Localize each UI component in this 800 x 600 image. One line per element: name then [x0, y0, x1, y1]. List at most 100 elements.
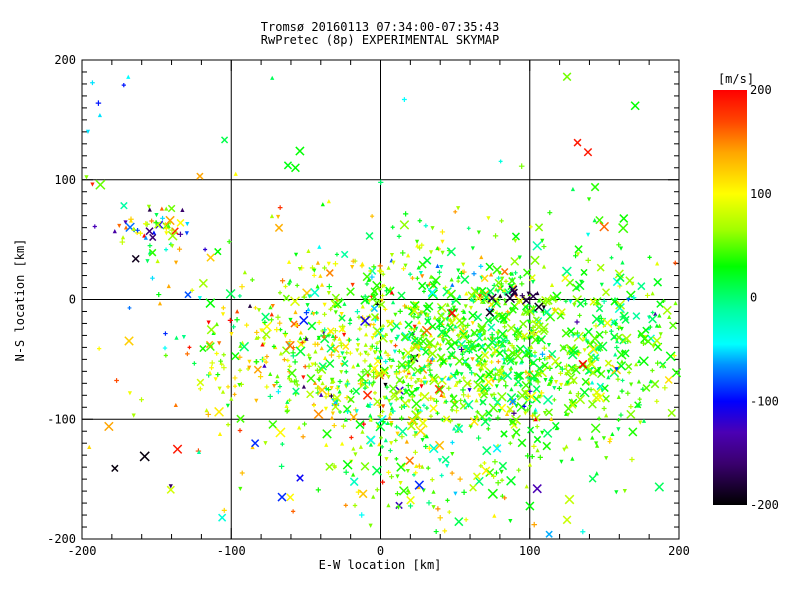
data-point-x [653, 277, 663, 287]
data-point-arrow [437, 458, 442, 463]
data-point-x [214, 247, 222, 256]
data-point-arrow [468, 424, 473, 429]
data-point-x [477, 322, 487, 333]
data-point-plus [328, 307, 333, 312]
data-point-plus [343, 469, 349, 475]
data-point-arrow [298, 336, 303, 341]
data-point-x [454, 517, 464, 527]
data-point-x [166, 485, 175, 494]
data-point-plus [527, 388, 533, 394]
data-point-arrow [305, 303, 310, 308]
data-point-x [261, 312, 270, 322]
data-point-arrow [391, 260, 396, 265]
data-point-arrow [339, 362, 345, 368]
data-point-x [480, 416, 491, 427]
data-point-arrow [529, 344, 534, 349]
plot-title: Tromsø 20160113 07:34:00-07:35:43 [261, 20, 499, 34]
data-point-x [199, 345, 207, 353]
data-point-plus [509, 343, 515, 349]
data-point-arrow [268, 371, 273, 376]
data-point-plus [465, 322, 471, 328]
data-point-arrow [477, 393, 482, 398]
data-point-x [579, 387, 590, 398]
data-point-x [549, 294, 557, 302]
data-point-plus [486, 426, 491, 431]
data-point-arrow [395, 431, 400, 436]
data-point-x [538, 322, 549, 334]
data-point-plus [563, 298, 569, 304]
data-point-arrow [509, 387, 514, 392]
data-point-arrow [272, 383, 277, 389]
data-point-arrow [476, 387, 481, 392]
data-point-x [388, 384, 398, 393]
data-point-plus [371, 374, 377, 380]
data-point-plus [613, 321, 619, 327]
data-point-x [596, 263, 605, 272]
data-point-x [447, 318, 456, 328]
data-point-plus [335, 386, 340, 391]
data-point-arrow [340, 328, 345, 333]
data-point-x [460, 275, 470, 285]
data-point-x [414, 480, 425, 490]
data-point-arrow [385, 319, 390, 325]
data-point-plus [373, 345, 380, 351]
data-point-x [532, 484, 542, 494]
data-point-plus [406, 363, 411, 369]
data-point-plus [381, 324, 386, 329]
data-point-plus [401, 97, 407, 102]
data-point-plus [498, 159, 503, 164]
data-point-arrow [354, 409, 359, 414]
data-point-plus [475, 409, 480, 414]
data-point-x [325, 269, 334, 277]
data-point-arrow [269, 312, 274, 317]
data-point-arrow [238, 343, 243, 348]
data-point-arrow [414, 239, 420, 245]
data-point-arrow [549, 282, 555, 287]
data-point-arrow [590, 435, 595, 440]
data-point-plus [363, 294, 368, 299]
data-point-x [497, 328, 508, 340]
data-point-plus [463, 517, 469, 522]
data-point-plus [500, 493, 505, 499]
data-point-arrow [486, 216, 491, 221]
data-point-x [375, 421, 386, 432]
data-point-x [456, 339, 467, 349]
data-point-x [429, 404, 438, 413]
data-point-x [564, 367, 573, 376]
data-point-plus [163, 353, 168, 358]
data-point-x [306, 373, 316, 383]
data-point-arrow [498, 293, 503, 298]
data-point-plus [322, 311, 327, 317]
data-point-plus [371, 380, 376, 385]
data-point-plus [370, 214, 375, 219]
data-point-plus [97, 346, 102, 351]
data-point-x [531, 319, 542, 330]
data-point-plus [393, 438, 398, 443]
data-point-arrow [453, 324, 458, 329]
data-point-plus [618, 412, 624, 418]
data-point-plus [413, 470, 418, 475]
data-point-arrow [336, 385, 341, 390]
data-point-arrow [181, 334, 186, 340]
data-point-x [586, 340, 595, 349]
data-point-arrow [415, 243, 420, 248]
data-point-arrow [412, 324, 417, 329]
data-point-x [410, 342, 421, 353]
data-point-plus [449, 374, 454, 379]
data-point-x [370, 305, 378, 313]
data-point-x [430, 275, 441, 286]
data-point-plus [457, 476, 463, 482]
data-point-arrow [174, 335, 179, 340]
colorbar-tick-label: 0 [750, 291, 757, 305]
data-point-plus [162, 345, 168, 351]
data-point-x [526, 391, 537, 402]
data-point-arrow [470, 321, 475, 326]
data-point-x [558, 308, 566, 316]
data-point-arrow [495, 289, 501, 294]
data-point-x [479, 398, 487, 406]
data-point-x [145, 227, 154, 236]
data-point-arrow [330, 377, 335, 382]
axis-tick-labels: -200 -100 0 100 200 -200 -100 0 100 200 [47, 53, 690, 558]
data-point-plus [495, 415, 501, 421]
data-point-plus [322, 265, 327, 271]
